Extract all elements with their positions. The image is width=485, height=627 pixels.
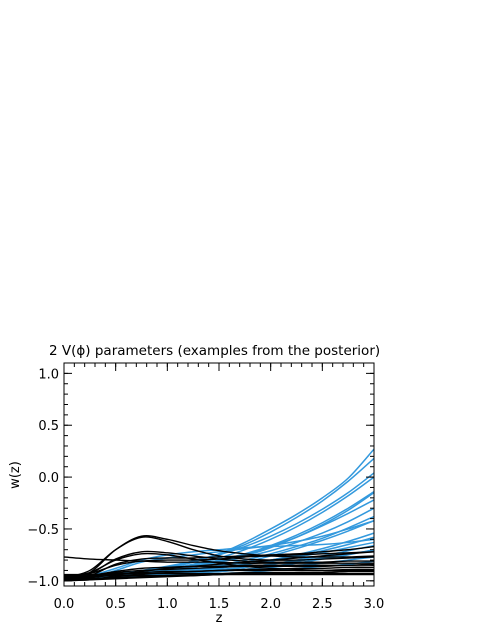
series-line-black-25: [63, 551, 375, 577]
y-tick-label: −1.0: [27, 575, 59, 590]
y-tick-label: −0.5: [27, 523, 59, 538]
series-lines: [63, 448, 375, 582]
y-tick-label: 0.5: [38, 419, 59, 434]
tick-labels: 0.0 0.5 1.0 1.5 2.0 2.5 3.0 −1.0 −0.5 0.0 0.5 1.0: [27, 367, 384, 612]
series-line-blue-11: [63, 519, 375, 580]
series-line-black-32: [63, 551, 375, 581]
series-line-black-27: [63, 563, 375, 579]
series-line-black-35: [63, 573, 374, 579]
x-axis-label: z: [216, 611, 223, 626]
series-line-black-24: [63, 545, 375, 580]
x-tick-label: 1.0: [157, 597, 178, 612]
x-tick-label: 2.5: [312, 597, 333, 612]
plot-frame: [63, 362, 375, 587]
series-line-black-22: [63, 536, 375, 579]
x-tick-label: 2.0: [260, 597, 281, 612]
y-axis-label: w(z): [8, 461, 23, 489]
y-tick-label: 0.0: [38, 471, 59, 486]
x-tick-label: 0.0: [54, 597, 75, 612]
series-line-black-33: [63, 564, 375, 580]
series-line-black-36: [63, 552, 374, 578]
x-tick-label: 3.0: [364, 597, 385, 612]
chart-title: 2 V(ϕ) parameters (examples from the pos…: [49, 343, 380, 359]
x-tick-label: 0.5: [105, 597, 126, 612]
x-tick-label: 1.5: [209, 597, 230, 612]
y-tick-label: 1.0: [38, 367, 59, 382]
series-line-blue-12: [63, 538, 375, 579]
